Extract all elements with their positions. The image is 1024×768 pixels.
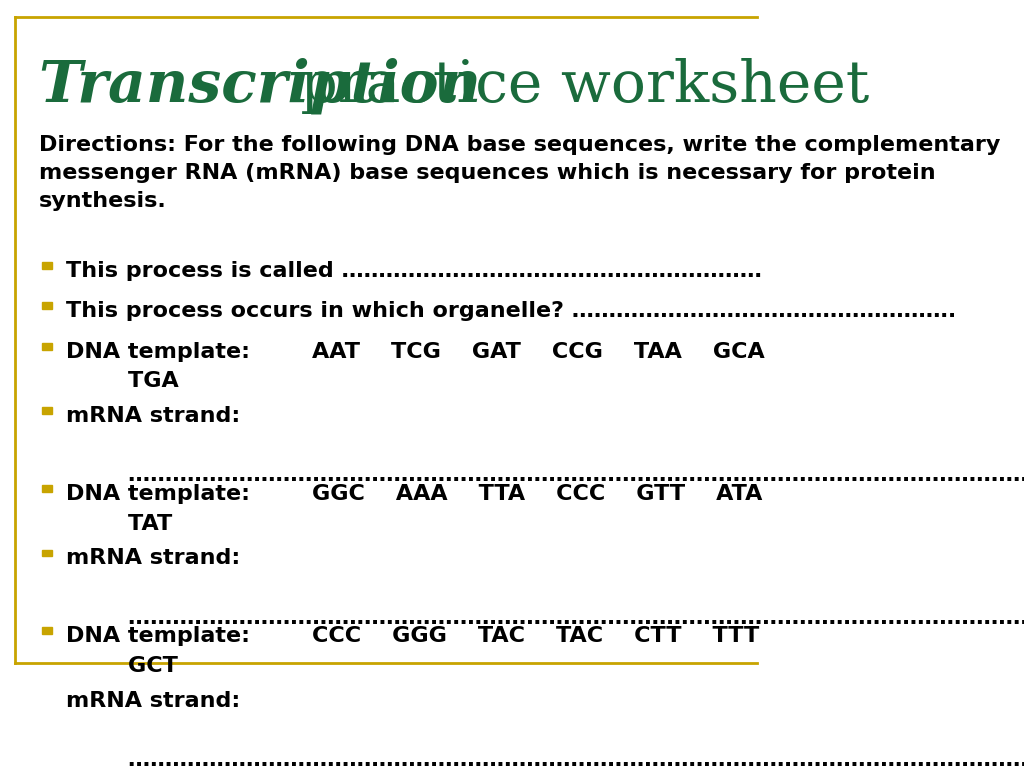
FancyBboxPatch shape (42, 303, 52, 310)
Text: mRNA strand:

        …………………………………………………………………………………………………………….: mRNA strand: ………………………………………………………………………… (66, 406, 1024, 485)
Text: DNA template:        CCC    GGG    TAC    TAC    CTT    TTT
        GCT: DNA template: CCC GGG TAC TAC CTT TTT GC… (66, 626, 759, 676)
Text: Transcription: Transcription (39, 58, 481, 114)
Text: mRNA strand:

        …………………………………………………………………………………………………………….: mRNA strand: ………………………………………………………………………… (66, 690, 1024, 768)
Text: This process is called …………………………………………………: This process is called ……………………………………………… (66, 260, 762, 280)
FancyBboxPatch shape (42, 485, 52, 492)
FancyBboxPatch shape (42, 407, 52, 414)
Text: practice worksheet: practice worksheet (282, 58, 869, 114)
FancyBboxPatch shape (42, 692, 52, 699)
Text: DNA template:        AAT    TCG    GAT    CCG    TAA    GCA
        TGA: DNA template: AAT TCG GAT CCG TAA GCA TG… (66, 342, 765, 392)
FancyBboxPatch shape (42, 262, 52, 269)
Text: DNA template:        GGC    AAA    TTA    CCC    GTT    ATA
        TAT: DNA template: GGC AAA TTA CCC GTT ATA TA… (66, 484, 762, 534)
Text: This process occurs in which organelle? …………………………………………….: This process occurs in which organelle? … (66, 301, 956, 321)
FancyBboxPatch shape (42, 550, 52, 557)
Text: Directions: For the following DNA base sequences, write the complementary
messen: Directions: For the following DNA base s… (39, 135, 1000, 211)
FancyBboxPatch shape (42, 627, 52, 634)
FancyBboxPatch shape (42, 343, 52, 350)
Text: mRNA strand:

        …………………………………………………………………………………………………………….: mRNA strand: ………………………………………………………………………… (66, 548, 1024, 627)
